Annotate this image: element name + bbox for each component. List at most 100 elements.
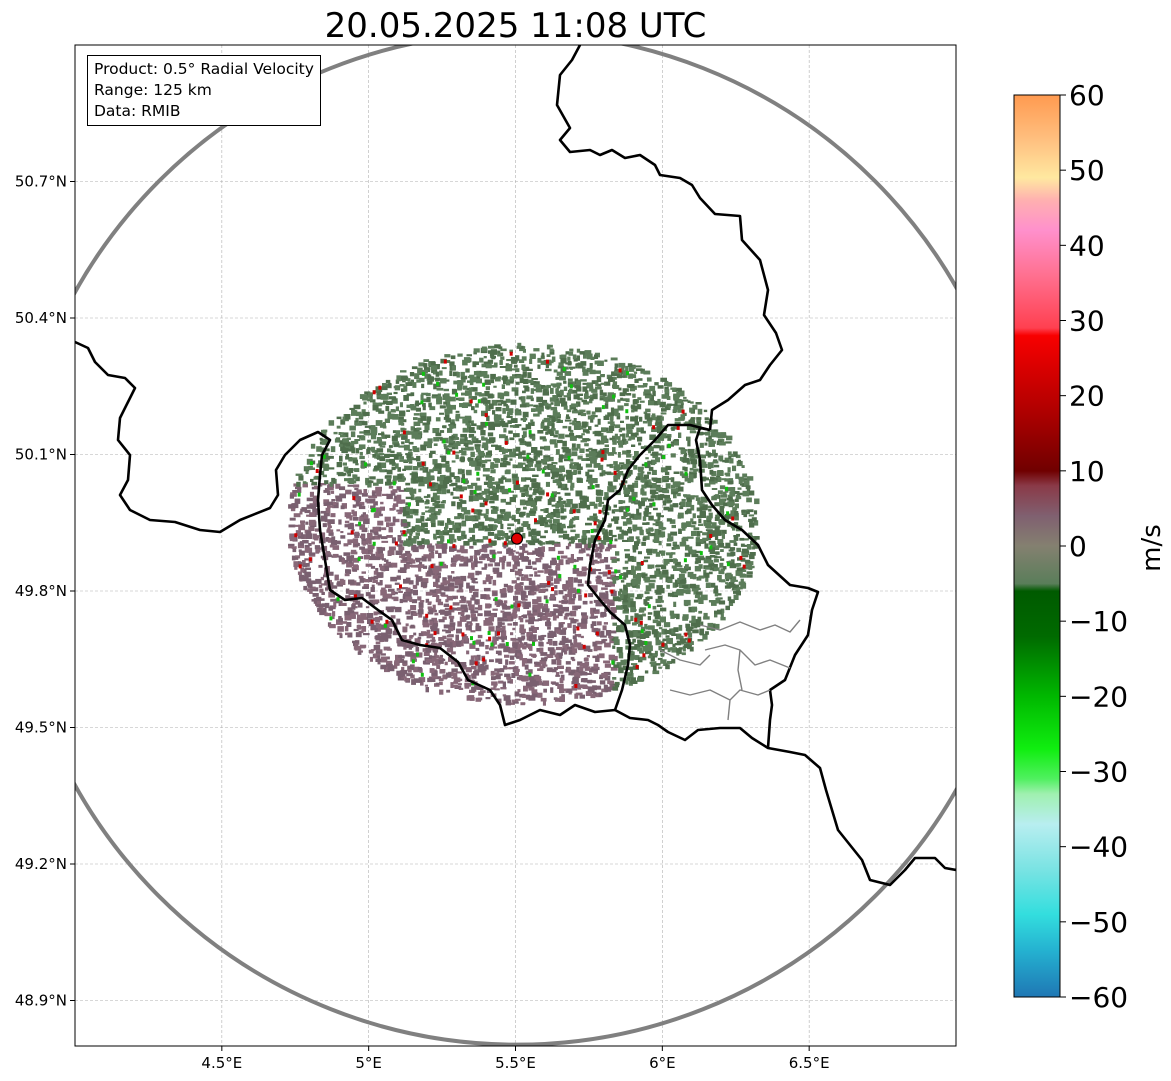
echo-pixel (540, 517, 547, 523)
echo-pixel (664, 380, 669, 386)
echo-pixel (453, 443, 459, 450)
echo-pixel (611, 534, 617, 538)
echo-pixel (623, 604, 629, 610)
echo-pixel (527, 613, 534, 616)
echo-pixel (432, 428, 440, 434)
echo-pixel (629, 461, 633, 466)
echo-pixel (380, 462, 387, 469)
echo-pixel (492, 506, 497, 511)
echo-pixel (607, 421, 615, 424)
echo-pixel (447, 518, 451, 523)
echo-pixel (460, 558, 467, 562)
echo-pixel (466, 558, 472, 563)
echo-pixel (595, 381, 599, 387)
echo-pixel (370, 576, 376, 580)
echo-pixel (632, 630, 638, 636)
echo-pixel (428, 567, 433, 574)
echo-pixel (578, 633, 582, 638)
echo-pixel (494, 675, 501, 680)
echo-pixel (451, 607, 458, 611)
echo-pixel (418, 544, 425, 548)
echo-pixel (640, 430, 646, 434)
echo-pixel (534, 548, 539, 552)
echo-pixel (427, 494, 431, 498)
echo-pixel (511, 580, 517, 584)
echo-pixel (585, 471, 590, 477)
echo-pixel (641, 484, 647, 489)
echo-pixel (291, 555, 296, 561)
echo-pixel (418, 482, 425, 487)
echo-pixel (659, 575, 663, 580)
echo-pixel (373, 440, 381, 444)
echo-pixel (423, 662, 430, 665)
echo-pixel (601, 540, 607, 545)
echo-pixel (551, 423, 555, 429)
echo-pixel (618, 667, 624, 674)
echo-pixel (641, 576, 646, 579)
echo-pixel (733, 588, 740, 591)
echo-pixel (484, 563, 488, 568)
echo-pixel (531, 591, 537, 595)
echo-pixel (658, 489, 664, 493)
echo-pixel (448, 626, 454, 632)
echo-pixel (604, 608, 608, 612)
echo-pixel (288, 524, 296, 528)
echo-pixel (433, 437, 440, 442)
echo-pixel (499, 421, 506, 426)
echo-pixel (531, 531, 538, 536)
echo-pixel (342, 443, 348, 449)
echo-pixel (551, 415, 558, 421)
echo-pixel (380, 656, 388, 663)
echo-pixel (551, 557, 557, 561)
echo-pixel (628, 436, 635, 440)
echo-pixel (705, 582, 711, 588)
echo-pixel (617, 452, 621, 458)
echo-pixel (537, 618, 542, 621)
echo-pixel (511, 612, 517, 617)
echo-pixel (643, 535, 650, 540)
echo-pixel (677, 390, 685, 397)
echo-pixel (527, 462, 533, 467)
echo-pixel (743, 538, 749, 541)
echo-pixel (567, 582, 574, 588)
echo-pixel (495, 407, 502, 412)
echo-pixel (475, 647, 480, 651)
echo-pixel (664, 388, 670, 394)
echo-pixel (673, 614, 677, 618)
echo-pixel (432, 502, 438, 506)
echo-pixel (576, 508, 581, 514)
echo-pixel (643, 389, 651, 395)
echo-pixel (401, 441, 405, 445)
echo-pixel (352, 557, 360, 563)
echo-pixel (637, 639, 642, 644)
echo-pixel (392, 430, 396, 434)
echo-pixel (657, 427, 662, 434)
echo-pixel (631, 491, 638, 498)
echo-pixel (625, 398, 630, 403)
echo-pixel (451, 365, 456, 370)
echo-pixel (465, 470, 471, 475)
echo-pixel (522, 390, 526, 394)
echo-pixel (305, 521, 309, 525)
echo-pixel (409, 372, 415, 377)
echo-pixel (401, 587, 408, 590)
echo-pixel (493, 685, 497, 688)
echo-pixel (430, 361, 436, 367)
echo-pixel (417, 417, 423, 424)
echo-pixel (464, 415, 472, 421)
echo-pixel (604, 471, 612, 475)
echo-pixel (669, 629, 675, 635)
echo-pixel (373, 570, 378, 575)
echo-pixel (568, 649, 576, 655)
echo-pixel (442, 658, 446, 661)
echo-pixel (515, 446, 521, 452)
echo-pixel (489, 645, 494, 651)
echo-pixel (424, 501, 429, 505)
echo-pixel (522, 371, 527, 377)
echo-pixel (729, 599, 735, 604)
echo-pixel (449, 436, 456, 439)
echo-pixel (415, 434, 422, 440)
echo-pixel (645, 596, 650, 601)
echo-pixel (724, 585, 731, 589)
echo-pixel (446, 404, 451, 410)
